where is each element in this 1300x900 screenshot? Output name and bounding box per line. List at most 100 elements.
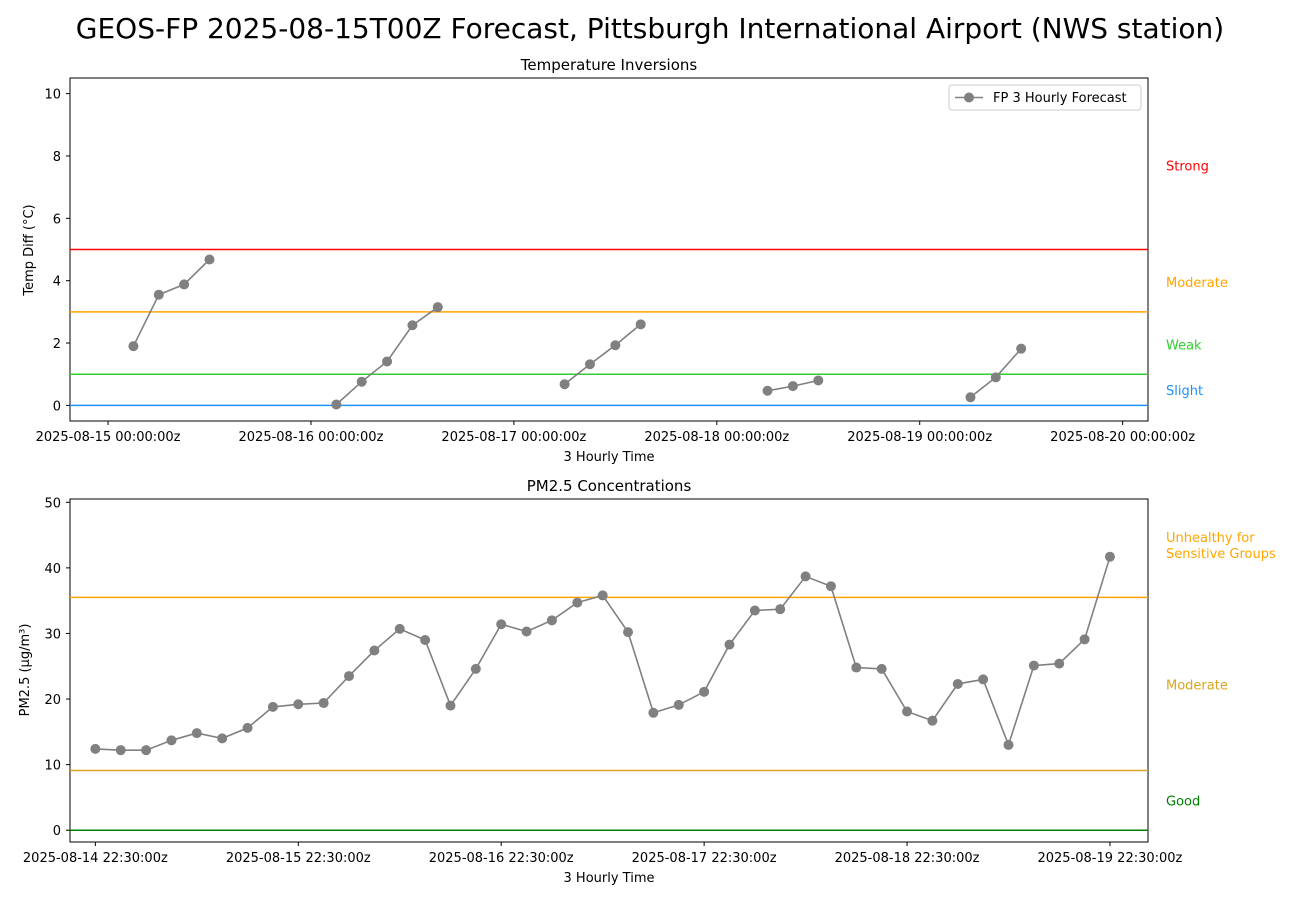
data-point xyxy=(191,728,202,739)
data-point xyxy=(445,700,456,711)
x-tick-label: 2025-08-19 00:00:00z xyxy=(847,430,992,445)
data-point xyxy=(648,707,659,718)
x-tick-label: 2025-08-14 22:30:00z xyxy=(23,851,168,866)
x-tick-label: 2025-08-15 22:30:00z xyxy=(226,851,371,866)
y-tick-label: 0 xyxy=(53,399,61,414)
x-axis-label: 3 Hourly Time xyxy=(564,871,655,886)
data-point xyxy=(166,735,177,746)
y-tick-label: 4 xyxy=(53,275,61,290)
x-tick-label: 2025-08-16 00:00:00z xyxy=(239,430,384,445)
threshold-label: Moderate xyxy=(1166,276,1228,291)
data-point xyxy=(876,663,887,674)
threshold-label: Moderate xyxy=(1166,679,1228,694)
y-tick-label: 8 xyxy=(53,150,61,165)
data-point xyxy=(825,581,836,592)
y-tick-label: 6 xyxy=(53,212,61,227)
x-tick-label: 2025-08-18 00:00:00z xyxy=(644,430,789,445)
data-point xyxy=(1003,739,1014,750)
data-point xyxy=(128,341,139,352)
data-point xyxy=(851,662,862,673)
series-line xyxy=(132,258,211,347)
threshold-label: Unhealthy for Sensitive Groups xyxy=(1166,531,1276,562)
y-axis-label: Temp Diff (°C) xyxy=(22,204,37,296)
data-point xyxy=(318,697,329,708)
threshold-label: Good xyxy=(1166,795,1200,810)
data-point xyxy=(179,279,190,290)
data-point xyxy=(217,733,228,744)
data-point xyxy=(800,571,811,582)
data-point xyxy=(952,678,963,689)
series-line xyxy=(564,323,642,385)
x-tick-label: 2025-08-16 22:30:00z xyxy=(429,851,574,866)
data-point xyxy=(787,381,798,392)
legend-marker xyxy=(964,92,974,103)
data-point xyxy=(965,392,976,403)
data-point xyxy=(90,743,101,754)
data-point xyxy=(572,597,583,608)
data-point xyxy=(978,674,989,685)
data-point xyxy=(470,663,481,674)
data-point xyxy=(635,319,646,330)
y-tick-label: 10 xyxy=(44,759,61,774)
data-point xyxy=(242,722,253,733)
x-tick-label: 2025-08-17 22:30:00z xyxy=(632,851,777,866)
y-axis-label: PM2.5 (μg/m³) xyxy=(18,624,33,717)
data-point xyxy=(1079,634,1090,645)
data-point xyxy=(356,376,367,387)
subplot-title: PM2.5 Concentrations xyxy=(527,477,692,495)
x-tick-label: 2025-08-17 00:00:00z xyxy=(441,430,586,445)
x-axis-label: 3 Hourly Time xyxy=(564,450,655,465)
data-point xyxy=(597,590,608,601)
data-point xyxy=(496,619,507,630)
data-point xyxy=(749,605,760,616)
legend-box xyxy=(948,84,1142,111)
data-point xyxy=(559,379,570,390)
data-point xyxy=(1016,343,1027,354)
series-line xyxy=(335,306,439,406)
x-tick-label: 2025-08-18 22:30:00z xyxy=(835,851,980,866)
data-point xyxy=(1028,660,1039,671)
data-point xyxy=(902,706,913,717)
x-tick-label: 2025-08-15 00:00:00z xyxy=(36,430,181,445)
plot-frame xyxy=(69,498,1149,843)
y-tick-label: 50 xyxy=(44,496,61,511)
data-point xyxy=(699,686,710,697)
legend-label: FP 3 Hourly Forecast xyxy=(993,91,1127,106)
temperature-inversion-panel: Strong Moderate Weak Slight 0 2 4 6 8 10 2025-08-1… xyxy=(22,56,1228,465)
data-point xyxy=(775,604,786,615)
data-point xyxy=(813,375,824,386)
pm25-panel: Unhealthy for Sensitive Groups Moderate Goo… xyxy=(18,477,1276,886)
data-point xyxy=(369,645,380,656)
x-tick-label: 2025-08-19 22:30:00z xyxy=(1037,851,1182,866)
data-point xyxy=(927,715,938,726)
threshold-label: Weak xyxy=(1166,339,1202,354)
data-point xyxy=(394,623,405,634)
y-tick-label: 30 xyxy=(44,627,61,642)
threshold-label: Strong xyxy=(1166,159,1209,174)
data-point xyxy=(141,745,152,756)
data-point xyxy=(331,399,342,410)
data-point xyxy=(153,289,164,300)
data-point xyxy=(521,626,532,637)
data-point xyxy=(1104,551,1115,562)
y-tick-label: 40 xyxy=(44,562,61,577)
legend: FP 3 Hourly Forecast xyxy=(948,84,1142,111)
data-point xyxy=(584,359,595,370)
data-point xyxy=(267,701,278,712)
data-point xyxy=(623,627,634,638)
subplot-title: Temperature Inversions xyxy=(520,56,698,74)
data-point xyxy=(673,699,684,710)
x-tick-label: 2025-08-20 00:00:00z xyxy=(1050,430,1195,445)
data-point xyxy=(610,340,621,351)
data-point xyxy=(762,385,773,396)
data-point xyxy=(382,356,393,367)
data-point xyxy=(546,615,557,626)
data-point xyxy=(432,302,443,313)
data-point xyxy=(344,671,355,682)
series-line xyxy=(95,556,1111,752)
y-tick-label: 0 xyxy=(53,824,61,839)
data-point xyxy=(407,320,418,331)
data-point xyxy=(115,745,126,756)
y-tick-label: 20 xyxy=(44,693,61,708)
